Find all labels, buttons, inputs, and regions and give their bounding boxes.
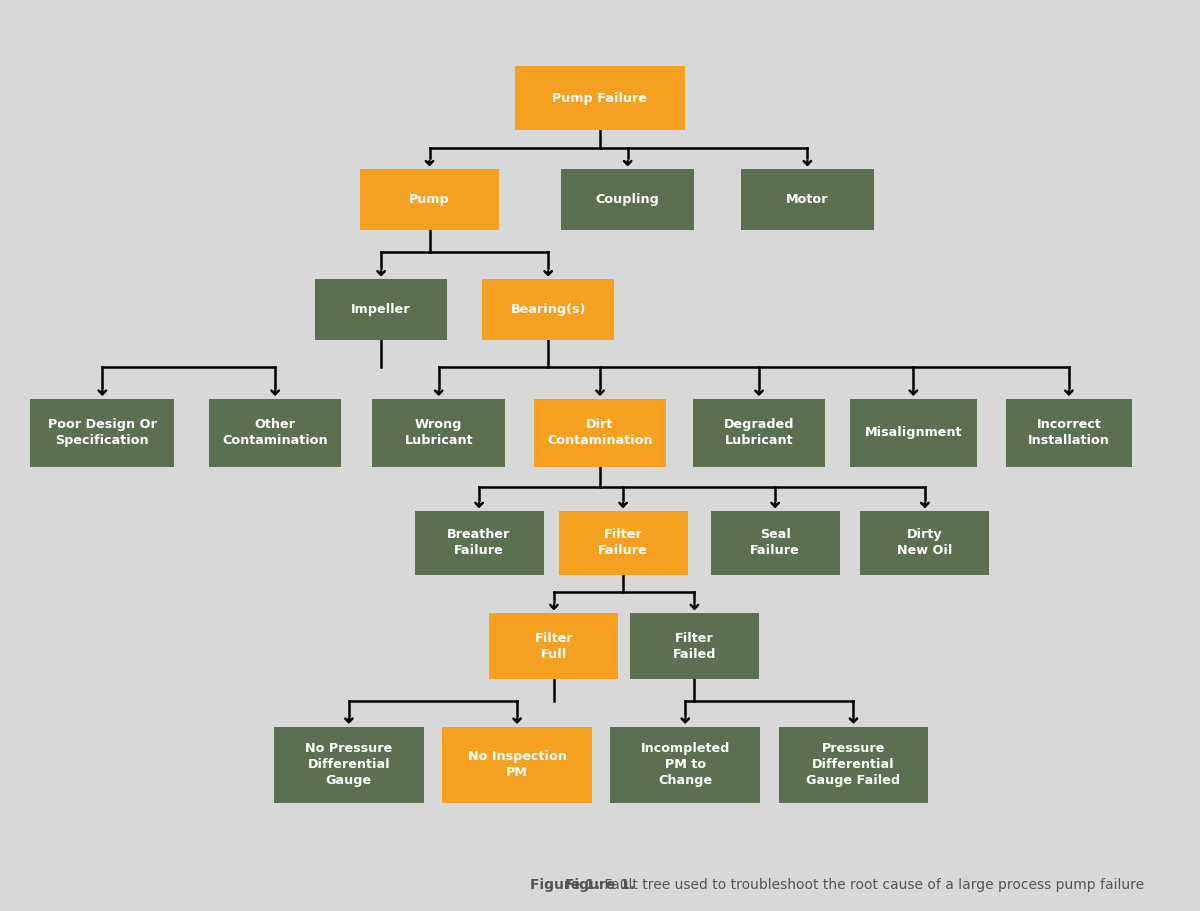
Text: Impeller: Impeller: [352, 303, 410, 316]
FancyBboxPatch shape: [860, 511, 989, 575]
FancyBboxPatch shape: [30, 399, 174, 466]
FancyBboxPatch shape: [442, 727, 592, 803]
Text: Incorrect
Installation: Incorrect Installation: [1028, 418, 1110, 447]
FancyBboxPatch shape: [692, 399, 826, 466]
FancyBboxPatch shape: [372, 399, 505, 466]
FancyBboxPatch shape: [558, 511, 688, 575]
Text: Dirty
New Oil: Dirty New Oil: [898, 528, 953, 558]
FancyBboxPatch shape: [779, 727, 929, 803]
FancyBboxPatch shape: [534, 399, 666, 466]
FancyBboxPatch shape: [360, 169, 499, 230]
Text: No Pressure
Differential
Gauge: No Pressure Differential Gauge: [305, 742, 392, 787]
Text: Pressure
Differential
Gauge Failed: Pressure Differential Gauge Failed: [806, 742, 900, 787]
Text: Poor Design Or
Specification: Poor Design Or Specification: [48, 418, 157, 447]
Text: Filter
Failure: Filter Failure: [598, 528, 648, 558]
Text: Figure 1. Fault tree used to troubleshoot the root cause of a large process pump: Figure 1. Fault tree used to troubleshoo…: [298, 878, 902, 893]
Text: No Inspection
PM: No Inspection PM: [468, 751, 566, 779]
FancyBboxPatch shape: [850, 399, 977, 466]
Text: Misalignment: Misalignment: [864, 426, 962, 439]
Text: Degraded
Lubricant: Degraded Lubricant: [724, 418, 794, 447]
FancyBboxPatch shape: [274, 727, 424, 803]
Text: Fault tree used to troubleshoot the root cause of a large process pump failure: Fault tree used to troubleshoot the root…: [600, 878, 1144, 893]
FancyBboxPatch shape: [710, 511, 840, 575]
FancyBboxPatch shape: [490, 613, 618, 680]
FancyBboxPatch shape: [611, 727, 760, 803]
Text: Figure 1.: Figure 1.: [530, 878, 600, 893]
Text: Incompleted
PM to
Change: Incompleted PM to Change: [641, 742, 730, 787]
FancyBboxPatch shape: [742, 169, 874, 230]
FancyBboxPatch shape: [1006, 399, 1133, 466]
FancyBboxPatch shape: [630, 613, 758, 680]
Text: Breather
Failure: Breather Failure: [448, 528, 511, 558]
Text: Bearing(s): Bearing(s): [510, 303, 586, 316]
Text: Filter
Failed: Filter Failed: [673, 631, 716, 660]
Text: Motor: Motor: [786, 193, 829, 206]
Text: Wrong
Lubricant: Wrong Lubricant: [404, 418, 473, 447]
FancyBboxPatch shape: [414, 511, 544, 575]
Text: Figure 1.: Figure 1.: [565, 878, 635, 893]
FancyBboxPatch shape: [562, 169, 694, 230]
Text: Dirt
Contamination: Dirt Contamination: [547, 418, 653, 447]
Text: Other
Contamination: Other Contamination: [222, 418, 328, 447]
Text: Seal
Failure: Seal Failure: [750, 528, 800, 558]
FancyBboxPatch shape: [209, 399, 341, 466]
FancyBboxPatch shape: [515, 67, 685, 130]
Text: Pump: Pump: [409, 193, 450, 206]
Text: Filter
Full: Filter Full: [534, 631, 574, 660]
Text: Coupling: Coupling: [595, 193, 660, 206]
FancyBboxPatch shape: [314, 280, 448, 341]
Text: Pump Failure: Pump Failure: [552, 92, 648, 105]
FancyBboxPatch shape: [482, 280, 614, 341]
